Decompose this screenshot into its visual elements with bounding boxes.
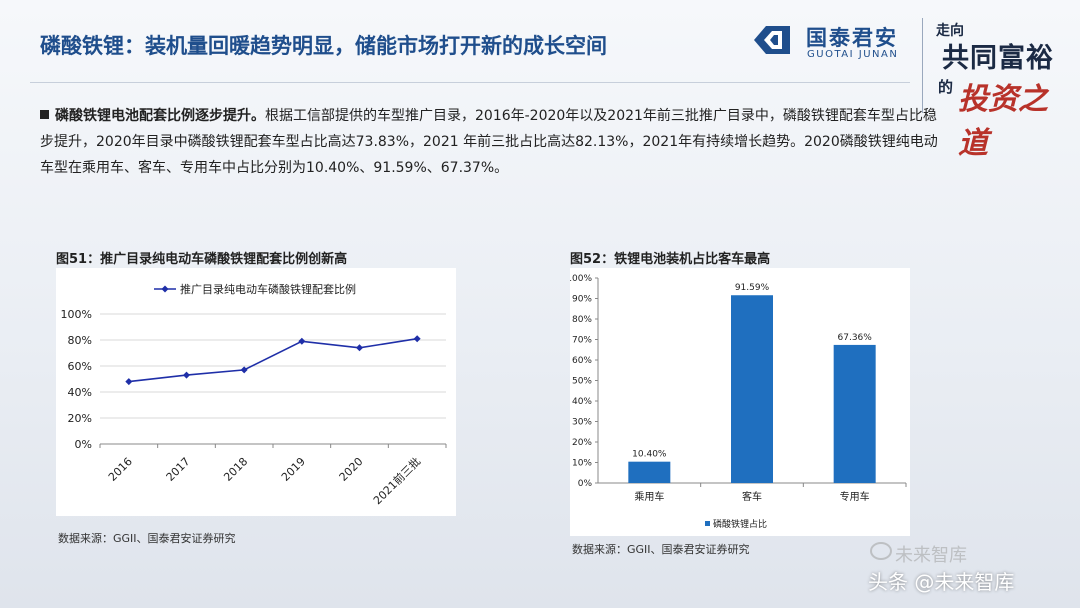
slogan-line-4: 投资之道 — [958, 82, 1048, 161]
line-xtick-label: 2017 — [164, 455, 193, 484]
line-xtick-label: 2018 — [221, 455, 250, 484]
figure52-title: 图52：铁锂电池装机占比客车最高 — [570, 252, 771, 267]
paragraph-body: 根据工信部提供的车型推广目录，2016年-2020年以及2021年前三批推广目录… — [40, 108, 938, 176]
bar-ytick-label: 80% — [572, 315, 592, 325]
bar-data-label: 10.40% — [632, 450, 667, 460]
slogan: 走向 共同富裕 的 投资之道 — [936, 20, 1066, 161]
line-point — [183, 371, 190, 379]
bar-xtick-label: 乘用车 — [634, 490, 664, 503]
wechat-icon — [870, 542, 892, 560]
line-ytick-label: 40% — [68, 386, 92, 399]
bar-legend-label: 磷酸铁锂占比 — [713, 518, 767, 530]
watermark-text: 未来智库 — [895, 545, 967, 566]
slogan-line-1: 走向 — [936, 23, 964, 39]
line-point — [356, 344, 363, 352]
bar-legend-swatch — [705, 521, 710, 526]
logo-cn-text: 国泰君安 — [806, 26, 898, 50]
company-logo: 国泰君安 GUOTAI JUNAN — [750, 22, 925, 62]
figure51-chart-box: 0% 20% 40% 60% 80% 100% 2016 2017 2018 2019 2020 2… — [56, 268, 456, 516]
figure52-chart-box: 0% 10% 20% 30% 40% 50% 60% 70% 80% 90% 100% 乘用车 客车 专… — [566, 268, 910, 536]
line-xtick-label: 2021前三批 — [370, 454, 423, 507]
bar-ytick-label: 10% — [572, 459, 592, 469]
line-xtick-label: 2020 — [337, 455, 366, 484]
line-point — [413, 335, 421, 343]
line-point — [240, 366, 248, 374]
credit-text: 头条 @未来智库 — [868, 570, 1015, 594]
line-legend-marker — [161, 285, 169, 293]
line-xtick-label: 2019 — [279, 455, 308, 484]
figure51-source: 数据来源：GGII、国泰君安证券研究 — [58, 532, 236, 545]
line-series-line — [128, 337, 418, 383]
figure52-source: 数据来源：GGII、国泰君安证券研究 — [572, 543, 750, 556]
bar-ytick-label: 60% — [572, 356, 592, 366]
line-ytick-label: 20% — [68, 412, 92, 425]
figure51-line-chart: 0% 20% 40% 60% 80% 100% 2016 2017 2018 2019 2020 2… — [61, 282, 447, 507]
bar-ytick-label: 20% — [572, 438, 592, 448]
bar-data-label: 67.36% — [838, 333, 873, 343]
figure52-bar-chart: 0% 10% 20% 30% 40% 50% 60% 70% 80% 90% 100% 乘用车 客车 专… — [566, 274, 907, 530]
summary-paragraph: 磷酸铁锂电池配套比例逐步提升。根据工信部提供的车型推广目录，2016年-2020… — [40, 103, 940, 181]
slogan-line-2: 共同富裕 — [942, 43, 1054, 74]
logo-mark-icon — [754, 26, 790, 54]
bullet-icon — [40, 110, 49, 119]
line-ytick-label: 0% — [75, 438, 92, 451]
logo-en-text: GUOTAI JUNAN — [807, 49, 899, 60]
paragraph-lead: 磷酸铁锂电池配套比例逐步提升。 — [55, 108, 265, 124]
line-legend-label: 推广目录纯电动车磷酸铁锂配套比例 — [180, 282, 356, 296]
line-ytick-label: 100% — [61, 308, 92, 321]
bar-ytick-label: 50% — [572, 377, 592, 387]
header-divider — [922, 18, 923, 113]
figure51-title: 图51：推广目录纯电动车磷酸铁锂配套比例创新高 — [56, 252, 348, 267]
bar — [731, 295, 773, 483]
bar-ytick-label: 0% — [578, 479, 593, 489]
bar-xtick-label: 专用车 — [840, 490, 870, 503]
line-ytick-label: 80% — [68, 334, 92, 347]
bar-ytick-label: 100% — [570, 274, 592, 284]
line-point — [125, 378, 133, 386]
bar-ytick-label: 90% — [572, 295, 592, 305]
page-title: 磷酸铁锂：装机量回暖趋势明显，储能市场打开新的成长空间 — [40, 34, 607, 58]
header-rule — [30, 82, 910, 83]
bar — [628, 461, 671, 483]
bar-ytick-label: 40% — [572, 397, 592, 407]
line-xtick-label: 2016 — [106, 455, 135, 484]
line-point — [298, 337, 306, 345]
line-ytick-label: 60% — [68, 360, 92, 373]
bar — [833, 344, 876, 483]
slogan-line-3: 的 — [938, 78, 954, 96]
bar-xtick-label: 客车 — [742, 490, 762, 503]
bar-data-label: 91.59% — [735, 283, 770, 293]
bar-ytick-label: 30% — [572, 418, 592, 428]
bar-ytick-label: 70% — [572, 336, 592, 346]
